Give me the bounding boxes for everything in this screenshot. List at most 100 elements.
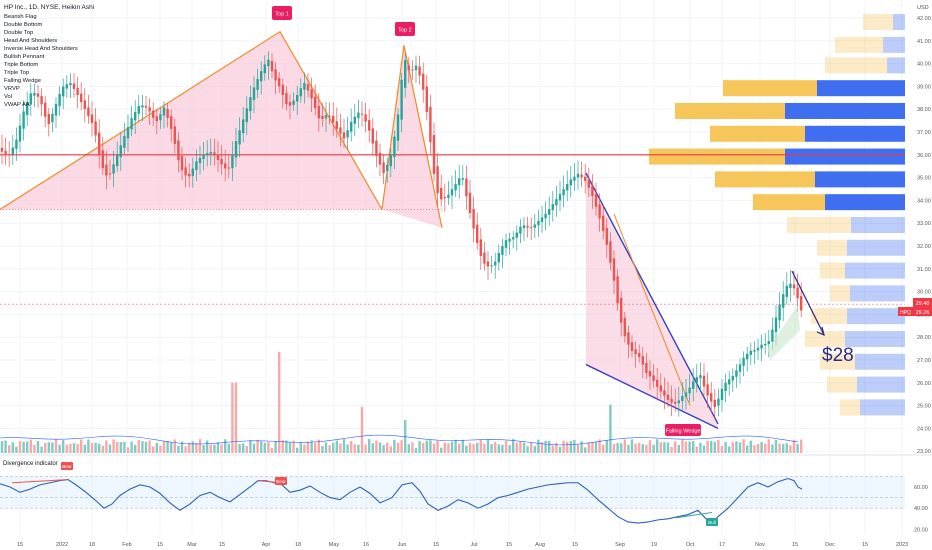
vp-row-up	[785, 102, 905, 119]
last-price-text: 29.48	[916, 301, 930, 307]
volume-bar	[227, 444, 230, 453]
bear-tag-2-box	[275, 477, 287, 485]
top1-label: Top 1	[272, 6, 292, 20]
candle-body	[731, 375, 734, 381]
vp-row-up	[815, 171, 905, 188]
close-price-text: 29.26	[916, 310, 930, 316]
volume-bar	[796, 443, 799, 453]
volume-profile	[649, 14, 905, 416]
vp-row-up	[887, 57, 905, 74]
candle-body	[519, 226, 522, 234]
candle-body	[566, 184, 569, 191]
volume-bar	[191, 441, 194, 453]
y-tick-label: 38.00	[917, 107, 931, 113]
volume-bar	[303, 444, 306, 453]
candle-body	[51, 113, 54, 123]
vp-row-down	[835, 36, 883, 53]
candle-body	[418, 66, 421, 76]
candle-body	[227, 167, 230, 169]
candle-body	[69, 83, 72, 86]
volume-bar	[134, 444, 137, 453]
x-tick-label: 18	[295, 542, 301, 548]
candle-body	[486, 261, 490, 267]
volume-bar	[720, 445, 724, 453]
volume-bar	[335, 440, 338, 453]
volume-bar	[792, 439, 796, 453]
candle-body	[774, 317, 778, 332]
close-price-box	[913, 307, 932, 316]
candle-body	[699, 375, 702, 379]
top2-text: Top 2	[398, 28, 411, 34]
candle-body	[278, 78, 281, 87]
candle-body	[587, 180, 590, 188]
volume-bar	[479, 439, 482, 453]
candle-body	[11, 147, 14, 155]
vp-row-up	[857, 376, 905, 393]
candle-body	[695, 377, 698, 383]
volume-bar	[695, 446, 698, 453]
volume-bar	[738, 442, 742, 453]
volume-bar	[681, 439, 684, 453]
volume-bar	[83, 444, 86, 453]
candle-body	[458, 178, 461, 186]
osc-line	[0, 477, 803, 524]
volume-bar	[616, 443, 619, 453]
candle-body	[609, 241, 612, 263]
x-tick-label: Apr	[262, 542, 271, 548]
candle-body	[688, 387, 691, 394]
symbol-tag: HPQ	[898, 307, 913, 316]
candle-body	[245, 108, 248, 123]
volume-bar	[512, 439, 515, 453]
volume-bar	[591, 442, 594, 453]
vp-row-up	[860, 399, 905, 416]
vp-row-up	[850, 285, 905, 302]
volume-bar	[270, 448, 274, 453]
volume-bar	[44, 442, 47, 453]
candle-body	[504, 240, 508, 248]
volume-bar	[184, 446, 187, 453]
volume-bar	[425, 440, 428, 453]
volume-bar	[551, 445, 554, 453]
candle-body	[72, 83, 76, 90]
volume-bar	[18, 441, 22, 453]
volume-bar	[198, 439, 202, 453]
volume-bar	[69, 443, 72, 453]
candle-body	[515, 232, 518, 238]
candle-body	[58, 93, 61, 107]
y-tick-label: 42.00	[917, 16, 931, 22]
vp-row-down	[820, 353, 855, 370]
x-tick-label: 15	[572, 542, 578, 548]
volume-bar	[533, 446, 536, 453]
volume-bar	[476, 443, 479, 453]
x-tick-label: Jul	[470, 542, 477, 548]
candle-body	[659, 385, 662, 392]
candle-body	[544, 213, 547, 219]
volume-bar	[558, 446, 562, 453]
volume-bar	[620, 443, 623, 453]
candle-body	[357, 112, 360, 119]
vp-row-down	[649, 148, 785, 165]
symbol-box	[898, 307, 913, 316]
x-tick-label: Nov	[755, 542, 765, 548]
x-tick-label: Sep	[615, 542, 625, 548]
volume-bar	[11, 442, 14, 453]
candle-body	[479, 239, 482, 256]
volume-bar	[51, 442, 54, 453]
candle-body	[407, 65, 410, 71]
vp-row-down	[820, 262, 845, 279]
volume-bar	[26, 441, 29, 453]
y-tick-label: 28.00	[917, 335, 931, 341]
volume-bar	[576, 444, 580, 453]
candle-body	[656, 379, 659, 387]
candle-body	[76, 87, 79, 96]
candle-body	[198, 157, 202, 164]
vp-row-up	[845, 262, 905, 279]
candle-body	[422, 73, 425, 90]
legend-item: Inverse Head And Shoulders	[4, 46, 78, 52]
symbol-text: HPQ	[900, 310, 911, 316]
volume-bar	[677, 444, 680, 453]
volume-bar	[411, 442, 414, 453]
y-tick-label: 35.00	[917, 176, 931, 182]
candle-body	[155, 116, 158, 122]
